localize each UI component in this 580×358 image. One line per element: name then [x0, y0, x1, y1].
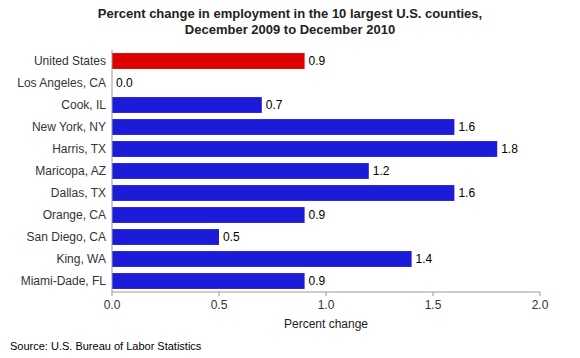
chart-container: Percent change in employment in the 10 l…	[0, 0, 580, 358]
title-line: December 2009 to December 2010	[185, 22, 395, 37]
bar	[112, 185, 454, 201]
category-label: Miami-Dade, FL	[21, 274, 107, 288]
x-tick-label: 0.0	[104, 298, 121, 312]
x-axis-label: Percent change	[284, 317, 368, 331]
chart-svg: Percent change in employment in the 10 l…	[0, 0, 580, 358]
bar	[112, 163, 369, 179]
data-label: 0.9	[309, 274, 326, 288]
bar	[112, 141, 497, 157]
x-tick	[112, 292, 113, 296]
bars	[112, 53, 497, 289]
data-label: 0.9	[309, 54, 326, 68]
category-label: Orange, CA	[43, 208, 106, 222]
x-tick	[326, 292, 327, 296]
x-tick	[219, 292, 220, 296]
bar	[112, 119, 454, 135]
source-note: Source: U.S. Bureau of Labor Statistics	[10, 340, 202, 352]
bar	[112, 273, 305, 289]
category-label: King, WA	[56, 252, 106, 266]
x-tick-label: 0.5	[211, 298, 228, 312]
bar	[112, 53, 305, 69]
y-axis-line	[112, 50, 113, 292]
title: Percent change in employment in the 10 l…	[98, 6, 482, 37]
data-label: 0.5	[223, 230, 240, 244]
category-label: San Diego, CA	[27, 230, 106, 244]
x-tick	[433, 292, 434, 296]
data-label: 0.9	[309, 208, 326, 222]
data-label: 1.6	[458, 186, 475, 200]
category-label: Cook, IL	[61, 98, 106, 112]
category-label: New York, NY	[32, 120, 106, 134]
category-label: Maricopa, AZ	[35, 164, 106, 178]
data-label: 1.6	[458, 120, 475, 134]
data-label: 1.8	[501, 142, 518, 156]
data-label: 0.7	[266, 98, 283, 112]
x-tick-label: 1.5	[425, 298, 442, 312]
x-tick-label: 1.0	[318, 298, 335, 312]
category-label: Harris, TX	[52, 142, 106, 156]
category-label: United States	[34, 54, 106, 68]
data-label: 1.2	[373, 164, 390, 178]
bar	[112, 251, 412, 267]
title-line: Percent change in employment in the 10 l…	[98, 6, 482, 21]
x-tick	[540, 292, 541, 296]
bar	[112, 207, 305, 223]
bar	[112, 229, 219, 245]
data-label: 0.0	[116, 76, 133, 90]
bar	[112, 97, 262, 113]
data-label: 1.4	[416, 252, 433, 266]
category-label: Los Angeles, CA	[17, 76, 106, 90]
category-label: Dallas, TX	[51, 186, 106, 200]
x-tick-label: 2.0	[532, 298, 549, 312]
